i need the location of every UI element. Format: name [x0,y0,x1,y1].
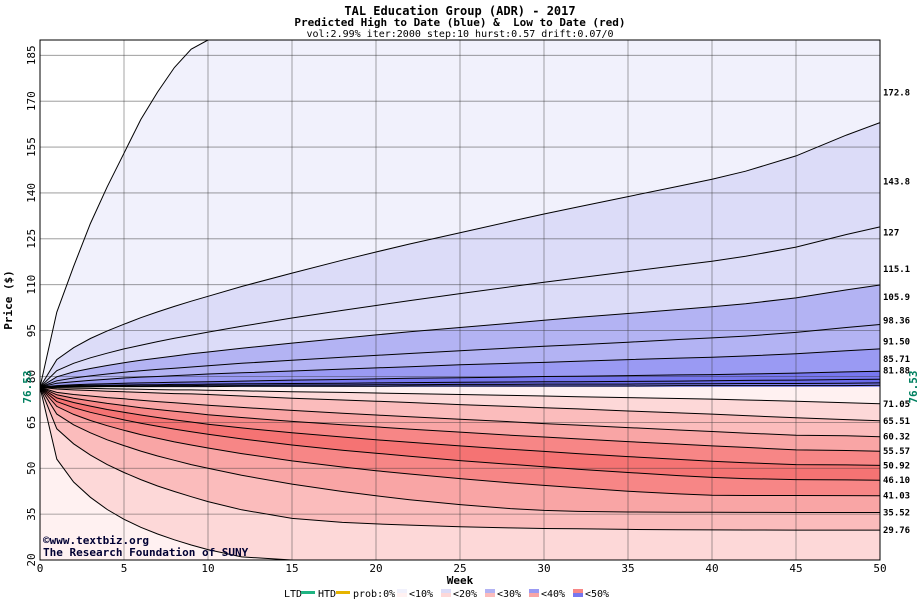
legend-p20-swatch [485,589,495,593]
legend-ltd-swatch [301,591,315,594]
legend-swatch-lower [529,593,539,597]
y-tick-label: 110 [25,275,38,295]
copyright-text: ©www.textbiz.org [43,534,149,547]
y-tick-label: 95 [25,324,38,337]
high-line-8 [39,382,881,388]
end-value-label: 50.92 [883,461,910,471]
x-tick-label: 0 [37,562,44,575]
x-tick-label: 35 [621,562,634,575]
high-line-3 [39,284,881,388]
low-band-8 [40,387,880,531]
y-tick-label: 170 [25,91,38,111]
axes: 0 5 10 15 20 25 30 35 40 45 50 20 35 50 65 80 95 110 125 14… [25,39,887,575]
legend-p30-swatch [529,589,539,593]
x-tick-label: 20 [369,562,382,575]
high-line-2 [39,226,881,388]
x-axis-label: Week [447,574,474,587]
low-line-5 [39,386,881,481]
y-tick-label: 50 [25,462,38,475]
high-line-6 [39,370,881,388]
legend-p10-swatch [441,589,451,593]
chart-params: vol:2.99% iter:2000 step:10 hurst:0.57 d… [306,29,613,40]
start-price-label-right: 76.53 [907,371,920,404]
end-value-label: 98.36 [883,316,910,326]
y-axis-label: Price ($) [2,270,15,330]
chart-subtitle: Predicted High to Date (blue) & Low to D… [294,16,625,29]
low-line-3 [39,386,881,452]
legend-swatch-lower [573,593,583,597]
legend-swatch-lower [397,593,407,597]
end-value-labels: 172.8 143.8 127 115.1 105.9 98.36 91.50 85.71 81… [883,89,910,537]
x-tick-label: 40 [705,562,718,575]
y-tick-label: 35 [25,507,38,520]
high-line-9 [39,384,881,388]
legend-p10-label: <10% [409,589,433,600]
low-line-8 [39,387,880,531]
legend-p50-label: <50% [585,589,609,600]
x-tick-label: 5 [121,562,128,575]
end-value-label: 41.03 [883,492,910,502]
high-line-7 [39,378,881,388]
y-tick-label: 125 [25,229,38,249]
chart-title: TAL Education Group (ADR) - 2017 [344,4,575,18]
low-line-1 [39,386,881,422]
legend-htd-swatch [336,591,350,594]
y-tick-label: 185 [25,45,38,65]
x-tick-label: 45 [789,562,802,575]
y-tick-label: 80 [25,370,38,383]
end-value-label: 81.88 [883,367,910,377]
x-tick-label: 10 [201,562,214,575]
end-value-label: 115.1 [883,265,910,275]
x-tick-label: 30 [537,562,550,575]
end-value-label: 46.10 [883,476,910,486]
high-line-5 [39,348,881,388]
y-tick-label: 65 [25,416,38,429]
y-tick-label: 20 [25,553,38,566]
end-value-label: 60.32 [883,433,910,443]
low-line-7 [39,386,880,513]
end-value-label: 29.76 [883,526,910,536]
high-line-1 [39,122,881,388]
legend-p0-swatch [397,589,407,593]
end-value-label: 55.57 [883,447,910,457]
end-value-label: 85.71 [883,355,910,365]
organization-text: The Research Foundation of SUNY [43,546,249,559]
end-value-label: 127 [883,229,899,239]
legend-htd-label: HTD [318,589,336,600]
legend-swatch-lower [485,593,495,597]
legend-p30-label: <30% [497,589,521,600]
low-line-0 [39,386,881,405]
y-tick-label: 140 [25,183,38,203]
plot-frame [39,39,881,561]
low-band-3 [40,387,880,452]
end-value-label: 105.9 [883,293,910,303]
legend-p40-label: <40% [541,589,565,600]
low-band-4 [40,387,880,466]
legend-p20-label: <20% [453,589,477,600]
low-line-6 [39,386,881,497]
x-tick-label: 15 [285,562,298,575]
start-price-label-left: 76.53 [21,371,34,404]
low-line-2 [39,386,881,438]
x-tick-label: 50 [873,562,886,575]
legend-ltd-label: LTD [284,589,302,600]
end-value-label: 65.51 [883,417,910,427]
legend: LTD HTD prob:0% <10% <20% <30% <40% <50% [284,589,609,600]
end-value-label: 143.8 [883,177,910,187]
high-line-4 [39,324,881,388]
legend-prob-label: prob:0% [353,589,395,600]
low-line-4 [39,386,881,466]
x-tick-label: 25 [453,562,466,575]
low-band-0 [40,387,880,404]
end-value-label: 172.8 [883,89,910,99]
end-value-label: 35.52 [883,509,910,519]
end-value-label: 71.05 [883,400,910,410]
end-value-label: 91.50 [883,337,910,347]
y-tick-label: 155 [25,137,38,157]
low-band-9 [40,387,880,560]
legend-p40-swatch [573,589,583,593]
legend-swatch-lower [441,593,451,597]
